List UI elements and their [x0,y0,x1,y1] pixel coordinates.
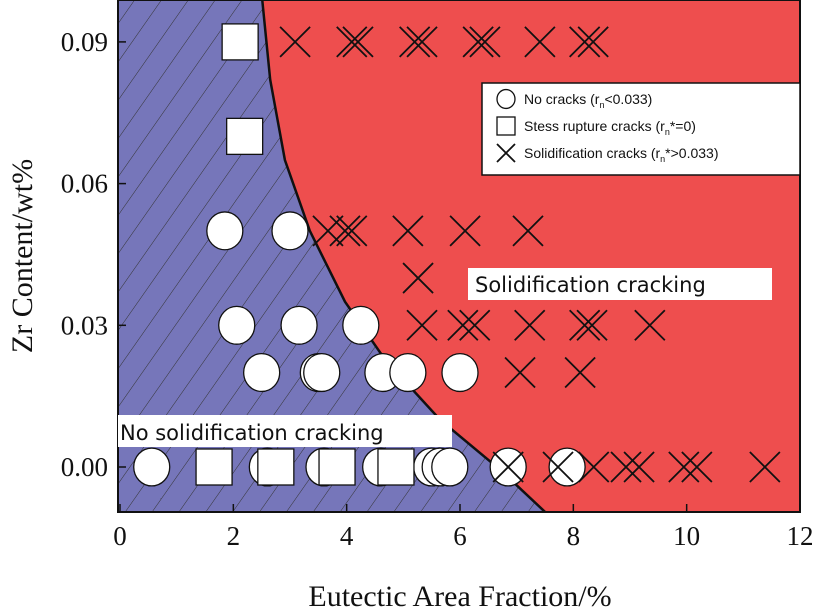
y-tick-label: 0.03 [61,310,108,340]
region-label-solidification-text: Solidification cracking [475,273,706,297]
legend-square-icon [496,116,516,136]
x-tick-label: 2 [227,521,241,551]
cross-point [749,451,781,483]
x-tick-label: 6 [453,521,467,551]
cross-point [329,215,361,247]
legend-entry: Solidification cracks (rn*>0.033) [524,145,719,164]
region-label-no-solidification: No solidification cracking [118,415,452,447]
cross-point [312,215,344,247]
legend-circle-icon [496,88,516,110]
x-tick-label: 8 [567,521,581,551]
cross-point [668,451,700,483]
cross-point [336,26,368,58]
cross-point [512,215,544,247]
x-axis-label: Eutectic Area Fraction/% [308,580,611,613]
circle-point [206,211,244,251]
no-cracking-region-hatch [118,0,545,512]
circle-point [271,211,309,251]
region-label-solidification: Solidification cracking [468,268,772,300]
cross-point [578,451,610,483]
cross-point [681,451,713,483]
square-point [221,23,259,61]
cross-point [524,26,556,58]
legend: No cracks (rn<0.033) Stess rupture cracks… [481,82,801,176]
legend-cross-icon [496,143,516,163]
square-point [257,448,295,486]
square-point [318,448,356,486]
circle-point [243,352,281,393]
plot-frame [117,0,801,513]
cross-point [569,26,601,58]
y-tick-label: 0.00 [61,452,108,482]
cross-point [449,215,481,247]
boundary-curve [261,0,546,512]
cross-point [514,309,546,341]
cross-point [569,309,601,341]
x-tick-label: 10 [673,521,700,551]
region-label-no-solidification-text: No solidification cracking [120,421,384,445]
cross-point [504,356,536,389]
circle-point [342,305,380,345]
cross-point [610,451,642,483]
cross-point [469,26,501,58]
cross-point [623,451,655,483]
cross-point [399,26,431,58]
circle-point [218,305,256,345]
x-tick-label: 4 [340,521,354,551]
circle-point [280,305,318,345]
x-tick-label: 12 [787,521,814,551]
circle-point [389,352,427,393]
cross-point [564,356,596,389]
cross-point [492,451,524,483]
cross-point [402,262,434,294]
cross-point [392,215,424,247]
cross-point [634,309,666,341]
cross-point [406,26,438,58]
circle-point [431,447,469,487]
legend-entry: No cracks (rn<0.033) [524,91,652,110]
cross-point [462,26,494,58]
y-axis-label: Zr Content/wt% [6,159,39,353]
square-point [226,117,264,156]
cross-point [576,309,608,341]
cross-point [406,309,438,341]
cross-point [542,451,574,483]
cross-point [447,309,479,341]
y-tick-label: 0.06 [61,169,108,199]
y-tick-label: 0.09 [61,27,108,57]
cross-point [279,26,311,58]
cross-point [577,26,609,58]
cross-point [342,26,374,58]
x-tick-label: 0 [113,521,127,551]
cross-point [459,309,491,341]
circle-point [548,447,586,487]
circle-point [303,352,341,393]
circle-point [133,447,171,487]
circle-point [441,352,479,393]
legend-entry: Stess rupture cracks (rn*=0) [524,118,696,137]
cross-point [336,215,368,247]
square-point [195,448,233,486]
square-point [377,448,415,486]
